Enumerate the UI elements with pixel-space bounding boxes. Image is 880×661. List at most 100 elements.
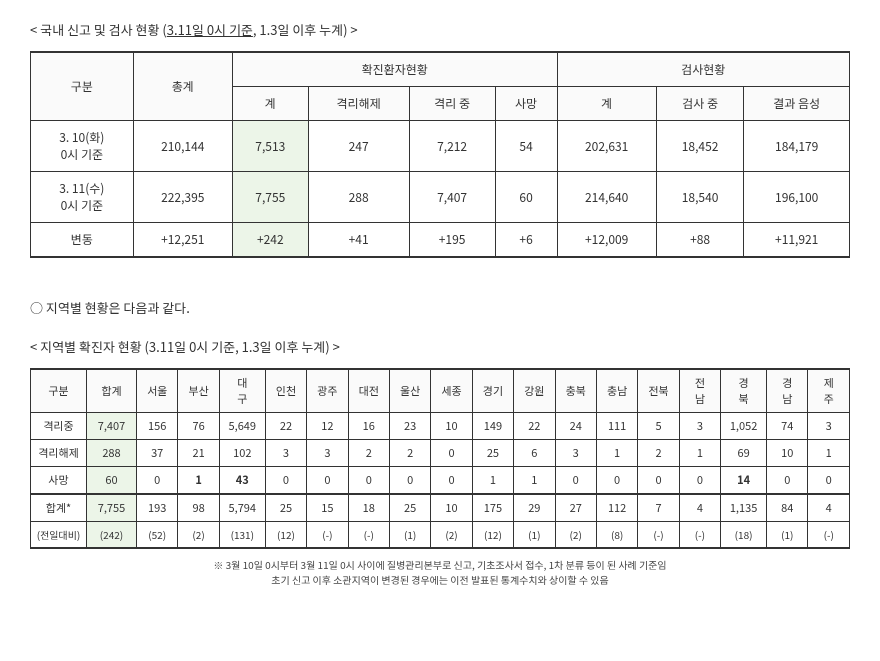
region-header: 경남 [767, 369, 808, 413]
cell: 10 [431, 413, 472, 440]
cell: 25 [472, 440, 513, 467]
cell: 5,794 [219, 494, 265, 522]
cell: 0 [389, 467, 430, 495]
region-header: 경기 [472, 369, 513, 413]
cell: 0 [808, 467, 850, 495]
cell: 10 [431, 494, 472, 522]
cell: 5,649 [219, 413, 265, 440]
cell: 2 [348, 440, 389, 467]
cell: (-) [307, 522, 348, 549]
cell-isolated: 7,212 [409, 121, 495, 172]
cell-total: 210,144 [133, 121, 232, 172]
footnote-l1: ※ 3월 10일 0시부터 3월 11일 0시 사이에 질병관리본부로 신고, … [213, 557, 666, 572]
cell: (-) [638, 522, 679, 549]
cell: (12) [265, 522, 306, 549]
cell: 1 [679, 440, 720, 467]
cell: 0 [431, 467, 472, 495]
row-label: 격리중 [31, 413, 87, 440]
h-gubun: 구분 [31, 52, 134, 121]
cell: 1 [596, 440, 637, 467]
cell: 175 [472, 494, 513, 522]
cell: (-) [679, 522, 720, 549]
cell: 7 [638, 494, 679, 522]
cell-isolated: +195 [409, 223, 495, 258]
cell: (131) [219, 522, 265, 549]
cell: 2 [389, 440, 430, 467]
cell: 22 [265, 413, 306, 440]
region-header: 충남 [596, 369, 637, 413]
cell: 0 [767, 467, 808, 495]
region-header-row: 구분합계서울부산대구인천광주대전울산세종경기강원충북충남전북전남경북경남제주 [31, 369, 850, 413]
cell-negative: 184,179 [744, 121, 850, 172]
table-row: 사망600143000001100001400 [31, 467, 850, 495]
h-negative: 결과 음성 [744, 87, 850, 121]
table-row: 변동+12,251+242+41+195+6+12,009+88+11,921 [31, 223, 850, 258]
region-header: 경북 [721, 369, 767, 413]
cell: 0 [431, 440, 472, 467]
h-test-sub: 계 [557, 87, 656, 121]
cell: 0 [265, 467, 306, 495]
cell: 149 [472, 413, 513, 440]
cell: 76 [178, 413, 219, 440]
h-confirmed-group: 확진환자현황 [232, 52, 557, 87]
cell: (8) [596, 522, 637, 549]
cell: 111 [596, 413, 637, 440]
cell: 25 [265, 494, 306, 522]
region-header: 제주 [808, 369, 850, 413]
cell: (2) [431, 522, 472, 549]
section2-title: < 지역별 확진자 현황 (3.11일 0시 기준, 1.3일 이후 누계) > [30, 337, 850, 356]
cell: 98 [178, 494, 219, 522]
cell: (18) [721, 522, 767, 549]
row-label: 3. 11(수)0시 기준 [31, 172, 134, 223]
region-header: 인천 [265, 369, 306, 413]
cell: 7,407 [87, 413, 137, 440]
cell: 60 [87, 467, 137, 495]
cell: 69 [721, 440, 767, 467]
cell-testing: +88 [656, 223, 744, 258]
cell: 29 [514, 494, 555, 522]
cell: (2) [555, 522, 596, 549]
cell: 7,755 [87, 494, 137, 522]
row-label: 사망 [31, 467, 87, 495]
cell-death: 54 [495, 121, 557, 172]
cell: 37 [137, 440, 178, 467]
cell-test: 214,640 [557, 172, 656, 223]
table-row: 3. 11(수)0시 기준222,3957,7552887,40760214,6… [31, 172, 850, 223]
cell: 3 [679, 413, 720, 440]
h-testing: 검사 중 [656, 87, 744, 121]
cell: 15 [307, 494, 348, 522]
table-row: 격리해제288372110233220256312169101 [31, 440, 850, 467]
cell: 1 [472, 467, 513, 495]
h-test-group: 검사현황 [557, 52, 849, 87]
cell-test: 202,631 [557, 121, 656, 172]
cell: 3 [555, 440, 596, 467]
cell: 6 [514, 440, 555, 467]
cell-test: +12,009 [557, 223, 656, 258]
table-row: 합계*7,755193985,7942515182510175292711274… [31, 494, 850, 522]
cell: 112 [596, 494, 637, 522]
region-header: 전북 [638, 369, 679, 413]
cell-death: 60 [495, 172, 557, 223]
cell: 12 [307, 413, 348, 440]
cell-total: +12,251 [133, 223, 232, 258]
cell: 74 [767, 413, 808, 440]
footnote: ※ 3월 10일 0시부터 3월 11일 0시 사이에 질병관리본부로 신고, … [30, 557, 850, 587]
region-header: 광주 [307, 369, 348, 413]
region-header: 대구 [219, 369, 265, 413]
cell: 2 [638, 440, 679, 467]
cell: 1 [514, 467, 555, 495]
cell-isolated: 7,407 [409, 172, 495, 223]
cell: (1) [514, 522, 555, 549]
title-underline: 3.11일 0시 기준 [167, 20, 253, 39]
row-label: (전일대비) [31, 522, 87, 549]
cell: 3 [307, 440, 348, 467]
cell: 3 [265, 440, 306, 467]
cell: 10 [767, 440, 808, 467]
cell-released: 247 [308, 121, 409, 172]
cell-negative: 196,100 [744, 172, 850, 223]
cell: 1 [808, 440, 850, 467]
cell-negative: +11,921 [744, 223, 850, 258]
cell: 0 [555, 467, 596, 495]
cell: 0 [137, 467, 178, 495]
cell: (-) [808, 522, 850, 549]
